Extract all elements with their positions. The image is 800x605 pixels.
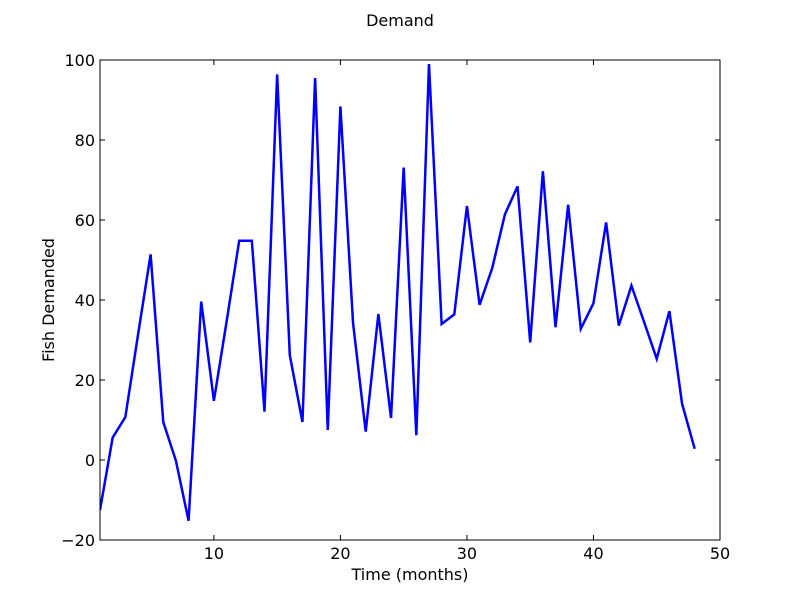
x-axis-label: Time (months) (351, 565, 469, 584)
y-tick-label: 60 (75, 211, 95, 230)
y-tick-label: −20 (61, 531, 95, 550)
x-tick-label: 10 (204, 544, 224, 563)
x-tick-label: 20 (330, 544, 350, 563)
x-tick-label: 30 (457, 544, 477, 563)
y-tick-label: 100 (64, 51, 95, 70)
y-axis: −20 0 20 40 60 80 100 (61, 51, 720, 550)
y-tick-label: 40 (75, 291, 95, 310)
x-tick-label: 50 (710, 544, 730, 563)
y-tick-label: 80 (75, 131, 95, 150)
y-axis-label: Fish Demanded (39, 238, 58, 362)
x-axis: 10 20 30 40 50 (204, 60, 730, 563)
series-line-0 (100, 63, 696, 522)
chart-title: Demand (366, 11, 434, 30)
y-tick-label: 20 (75, 371, 95, 390)
y-tick-label: 0 (85, 451, 95, 470)
plot-area (99, 59, 721, 541)
x-tick-label: 40 (583, 544, 603, 563)
